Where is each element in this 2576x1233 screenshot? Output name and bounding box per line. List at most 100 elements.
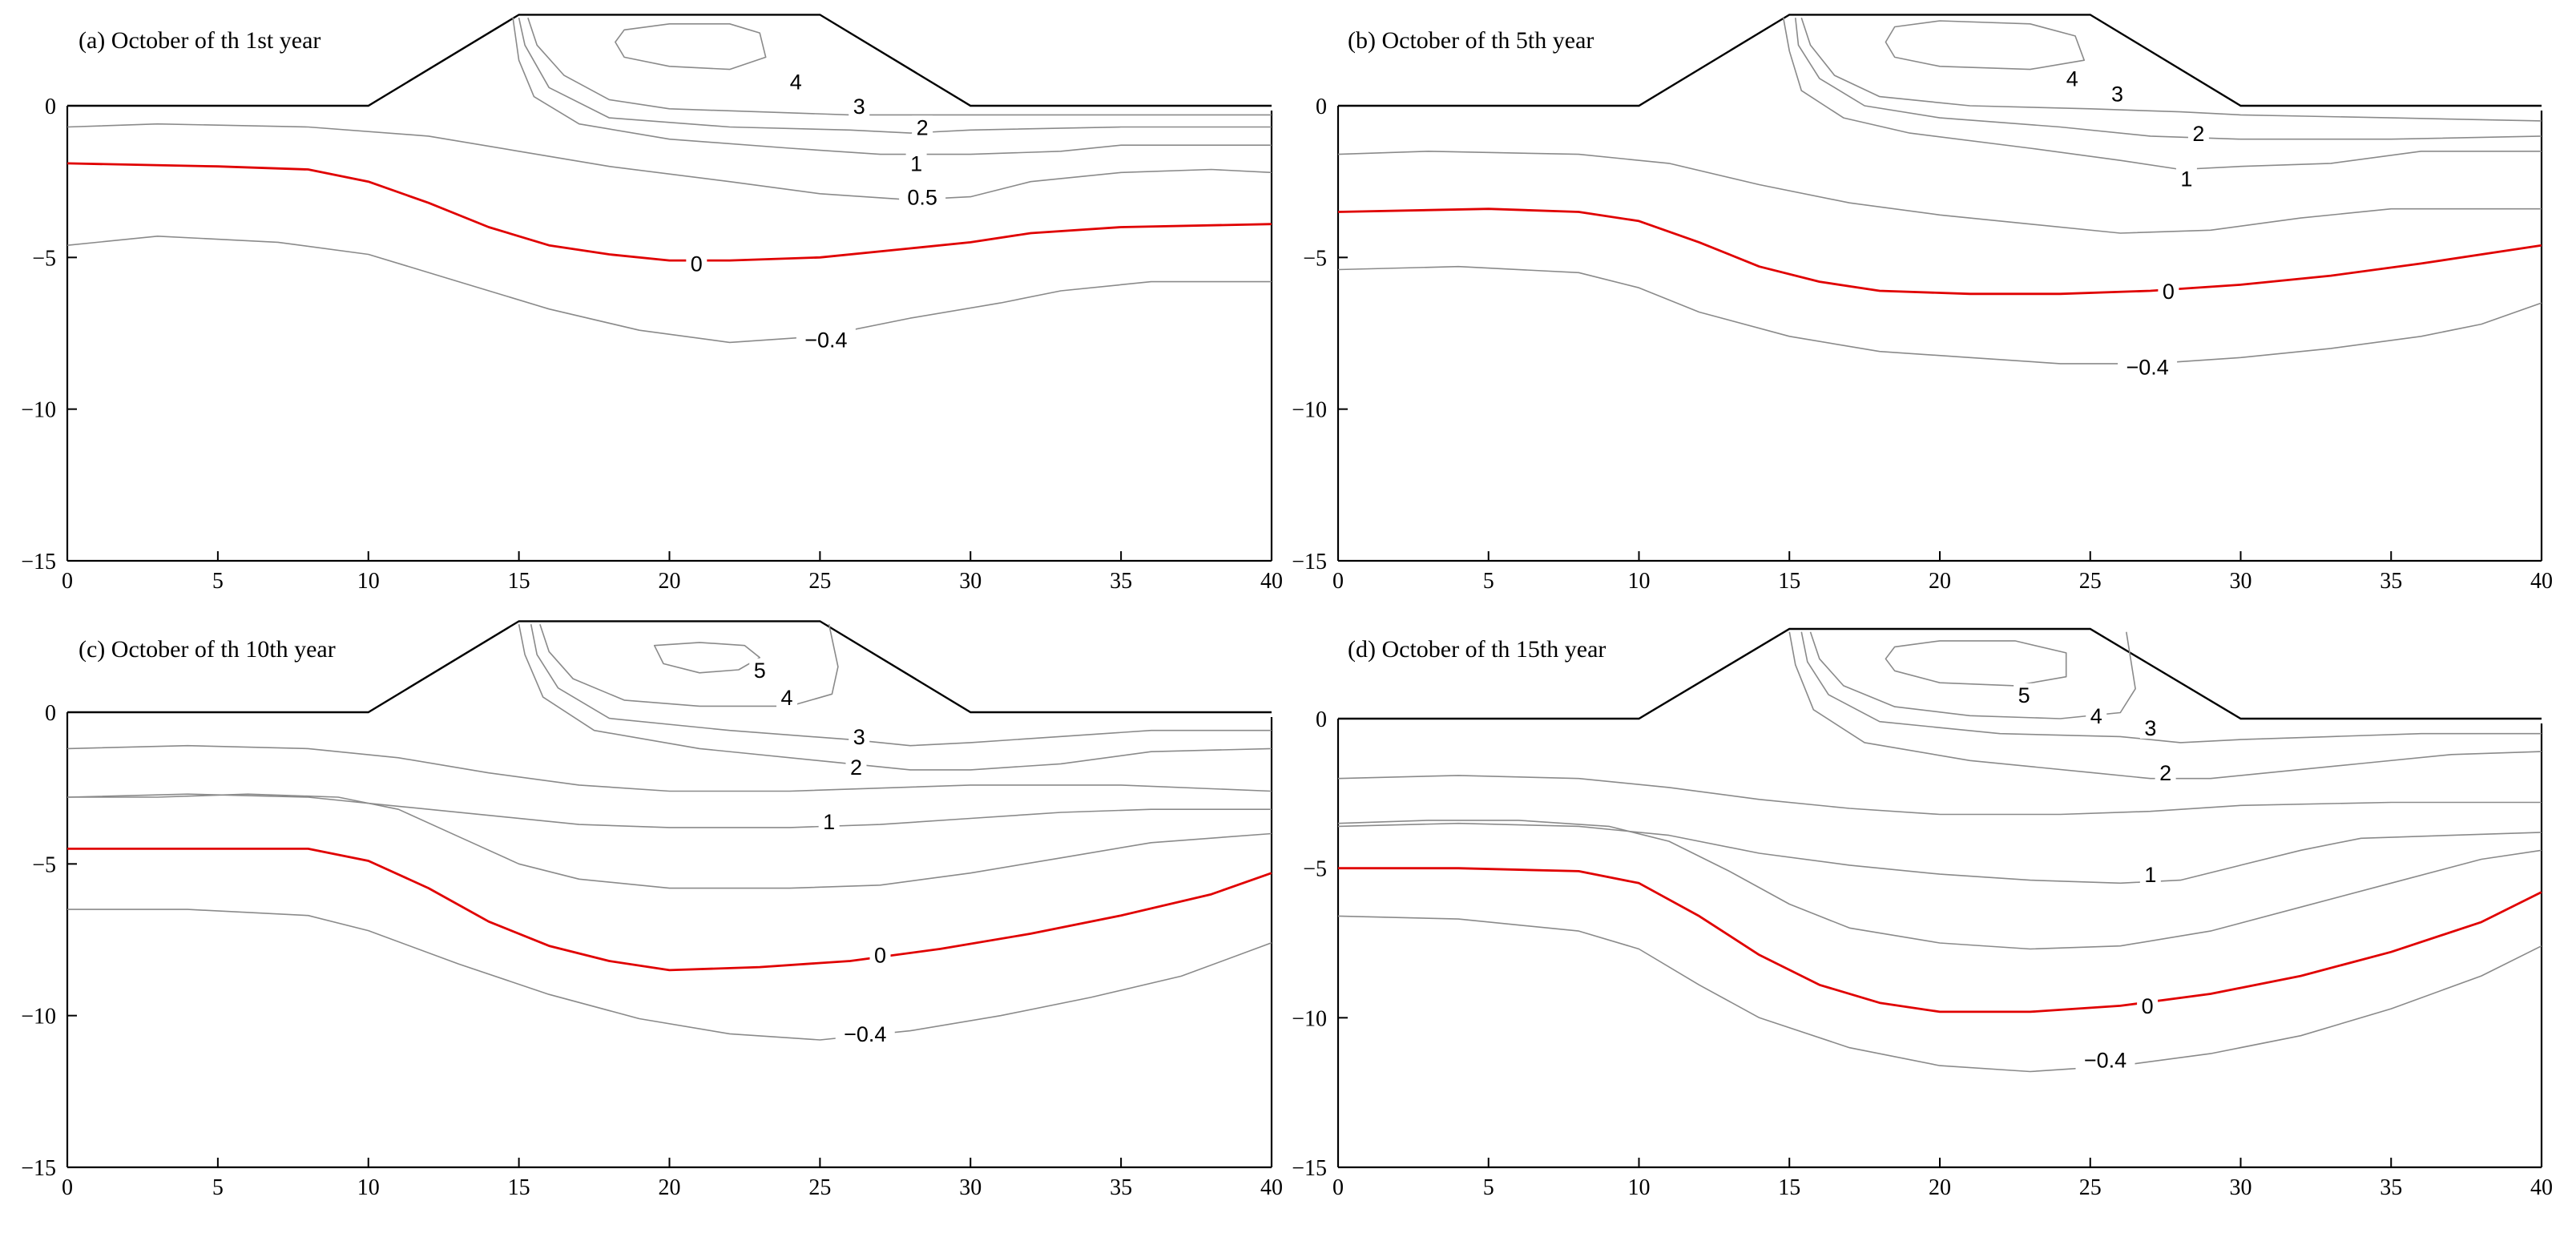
- isotherm-line: [518, 18, 1272, 134]
- x-tick-label: 5: [1483, 1175, 1494, 1200]
- x-tick-label: 35: [1110, 569, 1132, 594]
- isotherm-line: [67, 793, 1272, 828]
- y-tick-label: 0: [1316, 95, 1327, 119]
- isotherm-line: [1337, 775, 2542, 816]
- contour-label-bg: [686, 252, 707, 275]
- isotherm-line: [539, 623, 839, 707]
- contour-label: 4: [781, 686, 793, 710]
- contour-label-bg: [845, 755, 867, 778]
- contour-label-bg: [818, 810, 840, 833]
- panel-title: (a) October of th 1st year: [79, 27, 320, 54]
- contour-label: 3: [2111, 83, 2123, 107]
- contour-label: 0: [691, 252, 703, 276]
- panel-title: (d) October of th 15th year: [1348, 636, 1606, 663]
- contour-label: 3: [853, 725, 865, 749]
- contour-label-bg: [2187, 121, 2209, 144]
- x-tick-label: 25: [808, 1175, 831, 1200]
- contour-label: 0: [2142, 994, 2154, 1018]
- contour-label-bg: [869, 943, 891, 966]
- x-tick-label: 10: [1628, 569, 1651, 594]
- isotherm-line: [67, 909, 1272, 1041]
- isotherm-line: [512, 18, 1272, 155]
- y-tick-label: −10: [1292, 1006, 1327, 1031]
- contour-label: 4: [2090, 704, 2102, 728]
- x-tick-label: 10: [357, 569, 380, 594]
- embankment-outline: [1338, 627, 2542, 720]
- y-tick-label: −15: [21, 550, 56, 574]
- y-tick-label: −15: [1292, 1156, 1327, 1181]
- x-tick-label: 0: [62, 1175, 73, 1200]
- contour-label-bg: [2086, 704, 2107, 727]
- y-tick-label: −10: [21, 1005, 56, 1030]
- x-tick-label: 15: [508, 1175, 530, 1200]
- y-tick-label: −5: [32, 852, 56, 877]
- contour-label: 2: [2192, 122, 2204, 146]
- contour-label: 3: [853, 95, 865, 119]
- x-tick-label: 20: [1929, 1175, 1951, 1200]
- y-tick-label: 0: [45, 701, 56, 726]
- contour-label: 0: [874, 944, 886, 968]
- x-tick-label: 20: [659, 569, 681, 594]
- y-tick-label: −10: [21, 398, 56, 423]
- panel-title: (c) October of th 10th year: [79, 636, 336, 663]
- isotherm-line: [1337, 822, 2542, 884]
- x-tick-label: 40: [2530, 569, 2553, 594]
- contour-label: 3: [2144, 716, 2156, 740]
- contour-label-bg: [2158, 279, 2179, 302]
- isotherm-line: [1782, 18, 2542, 171]
- isotherm-line: [653, 642, 760, 674]
- contour-label-bg: [2139, 715, 2161, 739]
- contour-label: −0.4: [2126, 355, 2168, 379]
- contour-label: 2: [850, 756, 862, 780]
- contour-label-bg: [849, 725, 870, 748]
- y-tick-label: −15: [1292, 550, 1327, 574]
- contour-label-bg: [2118, 355, 2178, 378]
- x-tick-label: 15: [508, 569, 530, 594]
- contour-label-bg: [849, 94, 870, 117]
- x-tick-label: 20: [1929, 569, 1951, 594]
- x-tick-label: 5: [1483, 569, 1494, 594]
- isotherm-line: [1788, 631, 2542, 780]
- x-tick-label: 35: [2380, 1175, 2402, 1200]
- contour-label: −0.4: [844, 1022, 886, 1046]
- contour-label: −0.4: [2084, 1048, 2127, 1072]
- y-tick-label: −5: [1303, 246, 1327, 271]
- contour-label-bg: [2014, 683, 2035, 706]
- contour-label: 1: [823, 810, 835, 834]
- contour-label-bg: [749, 658, 771, 681]
- embankment-outline: [67, 620, 1272, 714]
- contour-label-bg: [899, 185, 946, 208]
- contour-label-bg: [2137, 994, 2159, 1017]
- contour-label: 5: [754, 659, 766, 683]
- isotherm-line: [67, 123, 1272, 201]
- isotherm-line: [530, 624, 1272, 747]
- contour-label: 1: [2144, 863, 2156, 887]
- contour-label-bg: [2075, 1048, 2135, 1071]
- isotherm-line: [1809, 631, 2136, 719]
- x-tick-label: 15: [1778, 1175, 1800, 1200]
- contour-label-bg: [785, 70, 807, 93]
- isotherm-line: [67, 744, 1272, 792]
- contour-label-bg: [2175, 167, 2197, 190]
- contour-label-bg: [776, 685, 798, 708]
- zero-degree-isotherm: [67, 848, 1272, 972]
- y-tick-label: 0: [1316, 707, 1327, 732]
- x-tick-label: 30: [959, 569, 982, 594]
- contour-label-bg: [2155, 760, 2176, 784]
- contour-label-bg: [2139, 862, 2161, 885]
- isotherm-line: [1795, 18, 2542, 140]
- contour-label: 1: [910, 152, 922, 176]
- panel-a: 0 5 10 15 20 25 30 35 40 0 −5 −10 −15 4 3 2 1 0.5 0 −0.4 (a)…: [21, 14, 1283, 594]
- contour-label-bg: [835, 1022, 895, 1046]
- panel-title: (b) October of th 5th year: [1348, 27, 1594, 54]
- y-tick-label: 0: [45, 95, 56, 119]
- y-tick-label: −5: [32, 246, 56, 271]
- embankment-outline: [1338, 14, 2542, 107]
- y-tick-label: −5: [1303, 857, 1327, 882]
- x-tick-label: 40: [2530, 1175, 2553, 1200]
- isotherm-line: [615, 23, 767, 71]
- isotherm-line: [1885, 640, 2067, 687]
- x-tick-label: 35: [2380, 569, 2402, 594]
